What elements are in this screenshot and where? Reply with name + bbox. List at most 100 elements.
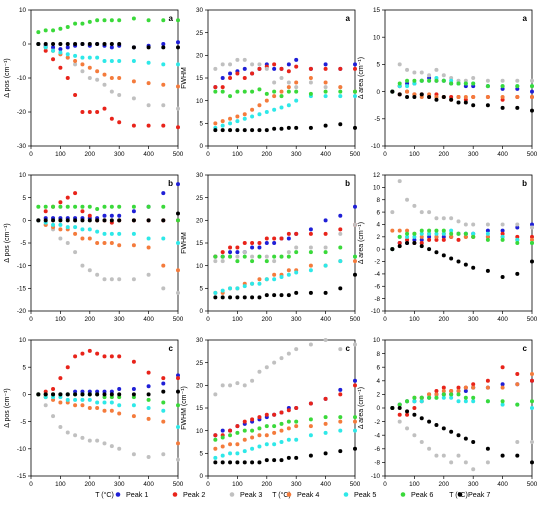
data-point-peak-7 bbox=[176, 389, 180, 394]
x-tick-label: 300 bbox=[114, 481, 125, 488]
data-point-peak-4 bbox=[220, 119, 225, 124]
data-point-peak-7 bbox=[441, 95, 446, 100]
data-point-peak-3 bbox=[213, 392, 218, 397]
data-point-peak-7 bbox=[515, 105, 520, 110]
data-point-peak-3 bbox=[87, 76, 92, 80]
panel-letter: a bbox=[523, 14, 528, 23]
data-point-peak-5 bbox=[80, 227, 85, 232]
data-point-peak-4 bbox=[109, 408, 114, 413]
data-point-peak-4 bbox=[220, 444, 225, 449]
data-point-peak-7 bbox=[58, 218, 63, 223]
data-point-peak-7 bbox=[36, 392, 41, 397]
data-point-peak-5 bbox=[95, 229, 100, 234]
x-tick-label: 100 bbox=[409, 316, 420, 323]
data-point-peak-5 bbox=[405, 84, 410, 89]
data-point-peak-4 bbox=[353, 259, 357, 264]
data-point-peak-4 bbox=[515, 95, 520, 100]
data-point-peak-7 bbox=[161, 218, 166, 223]
data-point-peak-7 bbox=[87, 218, 92, 223]
data-point-peak-3 bbox=[515, 222, 520, 227]
data-point-peak-7 bbox=[323, 123, 328, 128]
data-point-peak-2 bbox=[412, 406, 417, 410]
data-point-peak-6 bbox=[294, 89, 299, 94]
y-tick-label: 4 bbox=[376, 378, 380, 385]
data-point-peak-4 bbox=[419, 234, 424, 239]
y-tick-label: 0 bbox=[199, 473, 203, 480]
data-point-peak-3 bbox=[95, 438, 100, 443]
data-point-peak-4 bbox=[95, 69, 100, 74]
data-point-peak-1 bbox=[109, 45, 114, 50]
data-point-peak-5 bbox=[242, 284, 247, 289]
legend-label: Peak 1 bbox=[126, 490, 148, 499]
legend-item-peak-6: Peak 6 bbox=[400, 490, 433, 499]
x-tick-label: 0 bbox=[29, 316, 33, 323]
data-point-peak-5 bbox=[102, 231, 107, 236]
x-tick-label: 0 bbox=[206, 151, 210, 158]
data-point-peak-7 bbox=[117, 42, 122, 46]
data-point-peak-3 bbox=[272, 80, 277, 85]
data-point-peak-1 bbox=[131, 386, 136, 391]
data-point-peak-2 bbox=[102, 106, 107, 111]
data-point-peak-1 bbox=[250, 245, 255, 250]
data-point-peak-5 bbox=[294, 437, 299, 442]
data-point-peak-3 bbox=[449, 460, 454, 465]
data-point-peak-5 bbox=[419, 231, 424, 236]
data-point-peak-6 bbox=[338, 89, 343, 94]
data-point-peak-3 bbox=[471, 467, 476, 472]
data-point-peak-5 bbox=[471, 399, 476, 404]
data-point-peak-2 bbox=[397, 241, 402, 245]
data-point-peak-6 bbox=[176, 218, 180, 223]
data-point-peak-6 bbox=[471, 81, 476, 86]
y-tick-label: 10 bbox=[19, 7, 27, 14]
data-point-peak-4 bbox=[449, 234, 454, 239]
data-point-peak-2 bbox=[338, 66, 343, 71]
y-tick-label: 15 bbox=[196, 75, 204, 82]
data-point-peak-3 bbox=[323, 85, 328, 90]
y-tick-label: 5 bbox=[22, 364, 26, 371]
data-point-peak-3 bbox=[250, 62, 255, 67]
data-point-peak-2 bbox=[272, 412, 277, 417]
data-point-peak-2 bbox=[65, 195, 70, 200]
data-point-peak-2 bbox=[308, 401, 313, 406]
data-point-peak-1 bbox=[257, 245, 262, 250]
data-point-peak-6 bbox=[456, 81, 461, 86]
data-point-peak-4 bbox=[176, 441, 180, 446]
data-point-peak-2 bbox=[257, 415, 262, 420]
data-point-peak-7 bbox=[146, 218, 151, 223]
data-point-peak-3 bbox=[176, 106, 180, 111]
data-point-peak-7 bbox=[131, 218, 136, 223]
y-tick-label: -5 bbox=[374, 116, 380, 123]
y-tick-label: -30 bbox=[17, 143, 27, 150]
data-point-peak-7 bbox=[286, 293, 291, 298]
data-point-peak-3 bbox=[117, 446, 122, 451]
x-tick-label: 300 bbox=[114, 151, 125, 158]
data-point-peak-4 bbox=[530, 237, 534, 242]
data-point-peak-5 bbox=[294, 270, 299, 275]
x-tick-label: 100 bbox=[409, 481, 420, 488]
data-point-peak-6 bbox=[515, 241, 520, 245]
data-point-peak-7 bbox=[95, 42, 100, 46]
data-point-peak-7 bbox=[80, 42, 85, 46]
y-tick-label: 0 bbox=[376, 246, 380, 253]
data-point-peak-2 bbox=[131, 359, 136, 364]
y-tick-label: 10 bbox=[373, 34, 381, 41]
y-tick-label: 10 bbox=[196, 263, 204, 270]
x-tick-label: 400 bbox=[320, 151, 331, 158]
data-point-peak-7 bbox=[279, 458, 284, 463]
y-tick-label: -20 bbox=[17, 109, 27, 116]
data-point-peak-4 bbox=[80, 403, 85, 408]
data-point-peak-1 bbox=[272, 241, 277, 245]
data-point-peak-5 bbox=[176, 425, 180, 430]
data-point-peak-2 bbox=[73, 93, 78, 97]
data-point-peak-3 bbox=[419, 440, 424, 444]
x-tick-label: 500 bbox=[173, 481, 184, 488]
y-tick-label: -4 bbox=[374, 271, 380, 278]
y-tick-label: 8 bbox=[376, 197, 380, 204]
data-point-peak-7 bbox=[427, 247, 432, 252]
data-point-peak-3 bbox=[323, 245, 328, 250]
x-tick-label: 400 bbox=[320, 481, 331, 488]
data-point-peak-3 bbox=[109, 444, 114, 449]
data-point-peak-2 bbox=[264, 412, 269, 417]
data-point-peak-7 bbox=[500, 105, 505, 110]
x-tick-label: 200 bbox=[262, 316, 273, 323]
